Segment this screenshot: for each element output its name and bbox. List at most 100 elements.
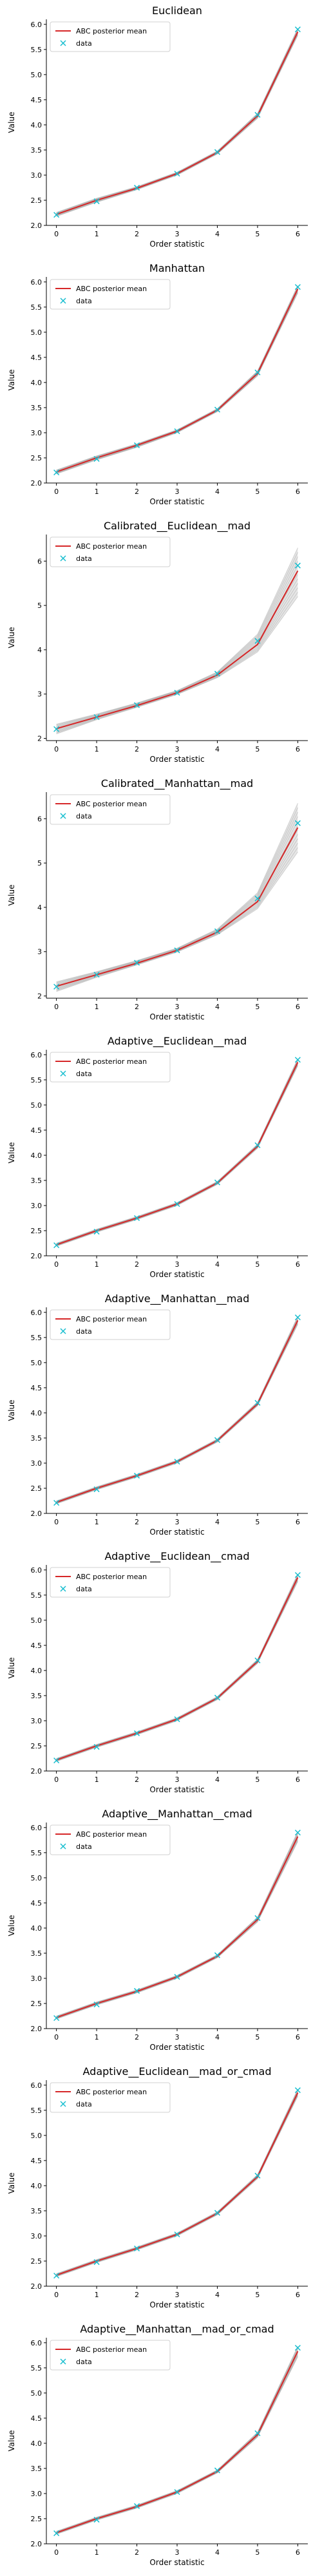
data-point	[294, 562, 301, 569]
posterior-sample-line	[56, 288, 298, 472]
data-point	[254, 1915, 261, 1921]
data-point	[53, 2015, 60, 2022]
posterior-sample-line	[56, 31, 298, 214]
y-tick-label: 6.0	[31, 2081, 43, 2090]
x-tick-label: 1	[95, 1518, 99, 1526]
y-tick-label: 2.0	[31, 222, 43, 230]
posterior-sample-line	[56, 2092, 298, 2276]
posterior-sample-line	[56, 290, 298, 473]
posterior-sample-line	[56, 1065, 298, 1247]
data-point	[214, 149, 220, 155]
chart-panel-2: Manhattan 2.0 2.5 3.0 3.5 4.0 4.5 5.0 5.5 6.0 0 1 2 3…	[7, 262, 308, 506]
y-tick-label: 4.5	[31, 354, 43, 362]
data-point	[294, 2087, 301, 2094]
chart-title: Euclidean	[152, 5, 202, 17]
posterior-sample-line	[56, 1580, 298, 1762]
legend: ABC posterior mean data	[50, 1052, 171, 1083]
chart-title: Adaptive__Manhattan__cmad	[102, 1808, 252, 1821]
data-point	[93, 1744, 100, 1750]
data-point	[93, 2002, 100, 2008]
posterior-sample-line	[56, 547, 298, 724]
legend-label-data: data	[76, 39, 92, 48]
y-tick-label: 2.0	[31, 479, 43, 488]
legend-label-data: data	[76, 2358, 92, 2366]
y-tick-label: 5.5	[31, 46, 43, 54]
posterior-mean-line	[56, 1836, 299, 2018]
posterior-sample-line	[56, 825, 298, 987]
posterior-sample-line	[56, 292, 298, 475]
y-tick-label: 4.0	[31, 1409, 43, 1417]
legend-label-posterior-mean: ABC posterior mean	[76, 1573, 147, 1581]
posterior-sample-line	[56, 2354, 298, 2534]
y-tick-label: 4.5	[31, 2414, 43, 2423]
posterior-sample-line	[56, 1579, 298, 1761]
posterior-mean-line	[56, 2092, 299, 2276]
posterior-sample-line	[56, 2347, 298, 2532]
posterior-band-fill	[56, 2346, 298, 2535]
x-tick-label: 3	[175, 1260, 180, 1269]
x-tick-label: 4	[215, 2291, 220, 2299]
x-tick-label: 3	[175, 2548, 180, 2557]
posterior-sample-line	[56, 816, 298, 985]
x-tick-label: 3	[175, 745, 180, 753]
legend: ABC posterior mean data	[50, 279, 171, 310]
chart-panel-4: Calibrated__Manhattan__mad 2 3 4 5 6 0 1 2 3 4 5 6 Or…	[7, 777, 308, 1021]
posterior-band	[56, 285, 298, 475]
chart-title: Calibrated__Manhattan__mad	[101, 777, 253, 790]
x-tick-label: 4	[215, 230, 220, 238]
posterior-band-fill	[56, 803, 298, 992]
x-tick-label: 0	[54, 1003, 59, 1011]
posterior-sample-line	[56, 834, 298, 989]
posterior-sample-line	[56, 1319, 298, 1502]
y-tick-label: 2.0	[31, 1767, 43, 1776]
y-tick-label: 5.0	[31, 1874, 43, 1882]
y-tick-label: 5.0	[31, 1101, 43, 1110]
posterior-sample-line	[56, 1063, 298, 1245]
data-point	[93, 714, 100, 721]
legend-marker-swatch	[60, 40, 66, 46]
posterior-sample-line	[56, 2353, 298, 2534]
legend: ABC posterior mean data	[50, 1824, 171, 1855]
chart-panel-10: Adaptive__Manhattan__mad_or_cmad 2.0 2.5 3.…	[7, 2323, 308, 2567]
y-tick-label: 3	[37, 948, 42, 956]
posterior-sample-line	[56, 1058, 298, 1244]
x-tick-label: 1	[95, 1003, 99, 1011]
y-tick-label: 3.0	[31, 1459, 43, 1468]
legend-label-data: data	[76, 812, 92, 820]
posterior-sample-line	[56, 556, 298, 726]
y-axis-label: Value	[7, 370, 16, 391]
posterior-sample-line	[56, 2349, 298, 2533]
legend-label-posterior-mean: ABC posterior mean	[76, 285, 147, 293]
x-tick-label: 3	[175, 488, 180, 496]
legend-label-data: data	[76, 1842, 92, 1851]
x-tick-label: 0	[54, 1776, 59, 1784]
posterior-sample-line	[56, 569, 298, 729]
data-point	[214, 1179, 220, 1186]
y-tick-label: 6.0	[31, 1824, 43, 1832]
posterior-sample-line	[56, 1574, 298, 1759]
x-tick-label: 0	[54, 1518, 59, 1526]
y-axis-label: Value	[7, 2430, 16, 2452]
posterior-sample-line	[56, 592, 298, 734]
x-tick-label: 6	[296, 488, 300, 496]
x-tick-label: 1	[95, 230, 99, 238]
posterior-mean-line	[56, 827, 299, 987]
data-point	[294, 1572, 301, 1578]
posterior-sample-line	[56, 290, 298, 473]
legend: ABC posterior mean data	[50, 794, 171, 825]
x-tick-label: 2	[135, 1260, 139, 1269]
posterior-sample-line	[56, 2093, 298, 2276]
legend-label-data: data	[76, 1585, 92, 1593]
posterior-sample-line	[56, 1059, 298, 1244]
y-tick-label: 6.0	[31, 1051, 43, 1059]
posterior-sample-line	[56, 1061, 298, 1245]
posterior-sample-line	[56, 2095, 298, 2277]
x-tick-label: 4	[215, 745, 220, 753]
posterior-band-fill	[56, 285, 298, 474]
x-tick-label: 6	[296, 2033, 300, 2041]
data-point	[214, 1952, 220, 1958]
posterior-sample-line	[56, 287, 298, 471]
posterior-sample-line	[56, 32, 298, 215]
y-axis-label: Value	[7, 1658, 16, 1679]
posterior-sample-line	[56, 811, 298, 984]
